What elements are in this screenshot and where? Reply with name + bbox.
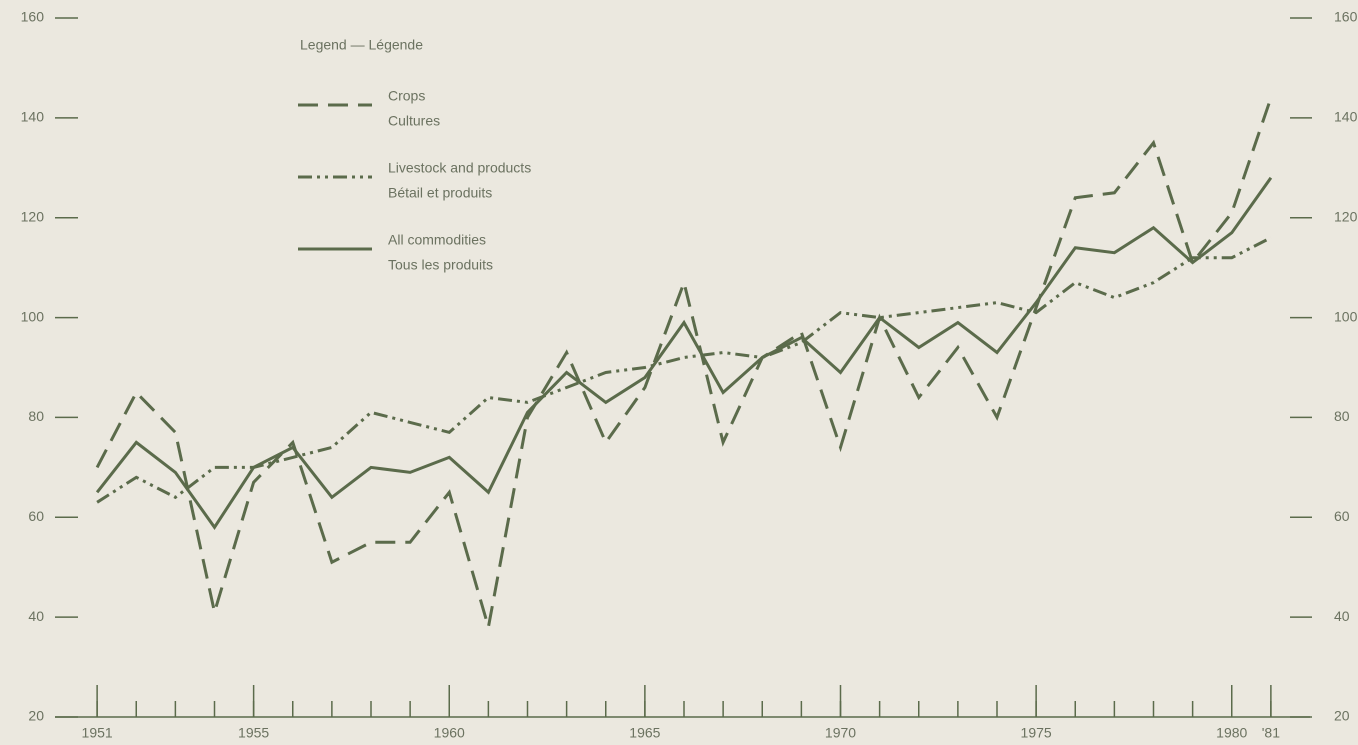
x-tick-label: 1975 (1021, 725, 1052, 741)
y2-tick-label: 140 (1334, 109, 1358, 125)
x-tick-label: 1951 (82, 725, 113, 741)
y-tick-label: 160 (21, 9, 45, 25)
legend-label: Livestock and products (388, 160, 531, 176)
y2-tick-label: 60 (1334, 508, 1350, 524)
y-tick-label: 120 (21, 208, 45, 224)
y-tick-label: 60 (28, 508, 44, 524)
legend-label-fr: Bétail et produits (388, 185, 492, 201)
y2-tick-label: 100 (1334, 308, 1358, 324)
legend-label: All commodities (388, 232, 486, 248)
y2-tick-label: 40 (1334, 608, 1350, 624)
series-line (95, 97, 1273, 628)
x-tick-label: 1965 (629, 725, 660, 741)
series-line (96, 236, 1272, 504)
y-tick-label: 140 (21, 109, 45, 125)
legend-label-fr: Tous les produits (388, 257, 493, 273)
x-tick-label: 1970 (825, 725, 856, 741)
legend-label-fr: Cultures (388, 113, 440, 129)
y2-tick-label: 20 (1334, 708, 1350, 724)
legend-label: Crops (388, 88, 425, 104)
y-tick-label: 20 (28, 708, 44, 724)
y2-tick-label: 160 (1334, 9, 1358, 25)
y-tick-label: 80 (28, 408, 44, 424)
x-tick-label: 1980 (1216, 725, 1247, 741)
series-line (95, 176, 1273, 530)
x-tick-label: 1960 (434, 725, 465, 741)
x-tick-label: 1955 (238, 725, 269, 741)
legend-title: Legend — Légende (300, 37, 423, 53)
y-tick-label: 40 (28, 608, 44, 624)
x-tick-label: '81 (1262, 725, 1280, 741)
y-tick-label: 100 (21, 308, 45, 324)
y2-tick-label: 120 (1334, 208, 1358, 224)
y2-tick-label: 80 (1334, 408, 1350, 424)
